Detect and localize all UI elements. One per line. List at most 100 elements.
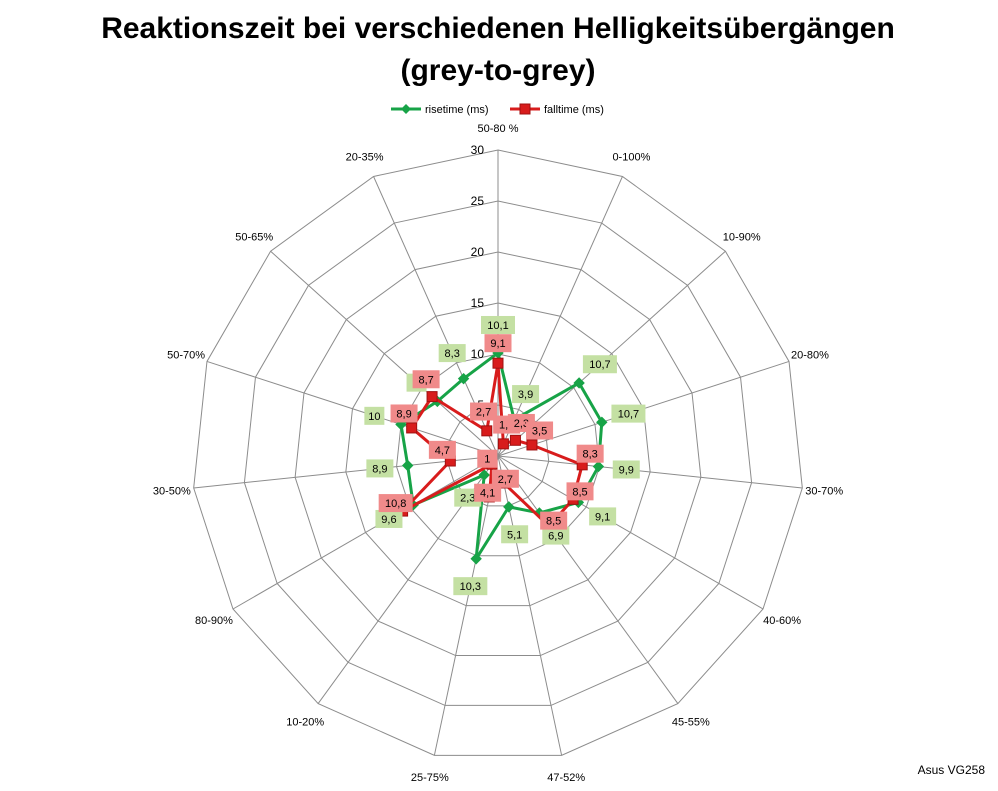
data-label-text-falltime-ms-40-60: 8,5 [572,486,587,498]
data-label-falltime-ms-40-60: 8,5 [566,482,594,501]
data-label-bg-risetime-ms-30-70 [612,460,640,479]
category-label-30-50: 30-50% [153,485,191,497]
category-label-50-80: 50-80 % [478,123,519,135]
data-label-falltime-ms-45-55: 8,5 [540,511,568,530]
data-label-text-falltime-ms-80-90: 10,8 [385,498,406,510]
grid-ring-15 [345,302,651,607]
data-label-bg-risetime-ms-80-90 [375,509,403,528]
data-label-text-falltime-ms-25-75: 4,1 [480,488,495,500]
data-label-risetime-ms-20-80: 10,7 [611,404,646,423]
category-label-10-20: 10-20% [286,716,324,728]
marker-falltime-ms-50-70 [406,422,418,434]
data-label-text-risetime-ms-47-52: 5,1 [507,529,522,541]
data-label-bg-risetime-ms-30-50 [366,459,394,478]
spoke-40-60 [497,455,764,610]
data-label-text-risetime-ms-80-90: 9,6 [381,514,396,526]
series-line-risetime-ms [399,351,604,561]
data-label-falltime-ms-50-65: 8,7 [412,370,440,389]
data-label-bg-falltime-ms-20-80 [526,421,554,440]
data-label-bg-risetime-ms-50-80 [481,315,515,334]
marker-risetime-ms-25-75 [470,553,482,565]
spoke-50-70 [206,360,499,457]
footer-label: Asus VG258 [918,763,986,777]
data-label-risetime-ms-50-80: 10,1 [481,315,515,334]
marker-falltime-ms-50-80 [492,357,504,369]
data-label-bg-falltime-ms-50-80 [484,334,512,353]
data-label-text-falltime-ms-30-50: 4,7 [435,445,450,457]
tick-label-25: 25 [471,194,485,208]
data-labels: 10,1 3,9 10,7 10,7 9,9 9,1 6,9 5,1 10,3 2,3 9,6 8,9… [364,315,646,596]
radar-grid [193,149,803,756]
data-label-bg-risetime-ms-10-90 [582,355,617,374]
data-label-bg-falltime-ms-50-65 [412,370,440,389]
marker-risetime-ms-47-52 [503,501,515,513]
data-label-bg-risetime-ms-20-35 [438,344,466,363]
data-label-bg-risetime-ms-47-52 [501,525,529,544]
category-labels: 50-80 % 0-100% 10-90% 20-80% 30-70% 40-60% 45-… [153,123,844,784]
data-label-risetime-ms-50-70: 10 [364,406,385,425]
tick-label-20: 20 [471,245,485,259]
data-label-falltime-ms-30-70: 8,3 [576,444,604,463]
data-label-bg-risetime-ms-40-60 [589,507,617,526]
legend-marker-risetime [401,104,411,114]
data-label-text-risetime-ms-10-90: 10,7 [589,359,610,371]
category-label-45-55: 45-55% [672,716,710,728]
data-label-risetime-ms-20-35: 8,3 [438,344,466,363]
legend-item-falltime: falltime (ms) [510,103,604,116]
data-label-bg-falltime-ms-20-35 [470,402,498,421]
data-label-bg-falltime-ms-30-50 [428,440,456,459]
data-label-falltime-ms-47-52: 2,7 [491,469,519,488]
legend-label-risetime: risetime (ms) [425,104,489,116]
data-label-text-falltime-ms-45-55: 8,5 [546,516,561,528]
grid-ring-30 [193,149,803,756]
marker-falltime-ms-10-90 [509,434,521,446]
data-label-falltime-ms-50-70: 8,9 [390,404,418,423]
radar-axes [193,150,803,756]
data-label-text-risetime-ms-20-35: 8,3 [445,348,460,360]
category-label-10-90: 10-90% [723,232,761,244]
data-label-text-risetime-ms-50-70: 10 [368,411,380,423]
legend-marker-falltime [519,103,531,115]
tick-label-15: 15 [471,296,485,310]
data-label-bg-risetime-ms-0-100 [512,385,540,404]
category-label-30-70: 30-70% [805,485,843,497]
data-label-risetime-ms-0-100: 3,9 [512,385,540,404]
category-label-80-90: 80-90% [195,615,233,627]
legend: risetime (ms) falltime (ms) [391,103,604,116]
data-label-text-risetime-ms-50-80: 10,1 [487,320,508,332]
grid-ring-20 [294,251,702,657]
category-label-20-35: 20-35% [346,151,384,163]
data-label-text-risetime-ms-25-75: 10,3 [460,581,481,593]
data-label-falltime-ms-20-35: 2,7 [470,402,498,421]
data-label-text-falltime-ms-50-80: 9,1 [490,338,505,350]
data-label-text-risetime-ms-10-20: 2,3 [460,493,475,505]
data-label-risetime-ms-47-52: 5,1 [501,525,529,544]
data-label-bg-falltime-ms-45-55 [540,511,568,530]
spoke-45-55 [497,455,679,704]
spoke-80-90 [232,455,499,610]
category-label-0-100: 0-100% [612,151,650,163]
data-label-bg-falltime-ms-30-70 [576,444,604,463]
data-label-risetime-ms-30-70: 9,9 [612,460,640,479]
category-label-25-75: 25-75% [411,772,449,784]
data-label-bg-falltime-ms-80-90 [378,494,413,513]
marker-falltime-ms-20-80 [526,439,538,451]
data-label-text-falltime-ms-50-65: 8,7 [418,374,433,386]
data-label-bg-risetime-ms-50-70 [364,406,385,425]
marker-risetime-ms-30-70 [592,460,605,473]
data-label-text-falltime-ms-47-52: 2,7 [498,474,513,486]
data-label-text-falltime-ms-20-80: 3,5 [532,425,547,437]
data-label-text-risetime-ms-20-80: 10,7 [618,409,639,421]
data-label-risetime-ms-80-90: 9,6 [375,509,403,528]
marker-risetime-ms-10-20 [478,469,490,481]
data-label-risetime-ms-30-50: 8,9 [366,459,394,478]
category-label-50-65: 50-65% [235,232,273,244]
data-label-bg-falltime-ms-50-70 [390,404,418,423]
spoke-25-75 [433,455,499,756]
category-label-40-60: 40-60% [763,615,801,627]
marker-risetime-ms-20-35 [457,372,470,385]
data-label-text-risetime-ms-30-50: 8,9 [372,463,387,475]
chart-title: Reaktionszeit bei verschiedenen Helligke… [101,12,895,45]
data-label-text-falltime-ms-10-20: 1 [484,454,490,466]
